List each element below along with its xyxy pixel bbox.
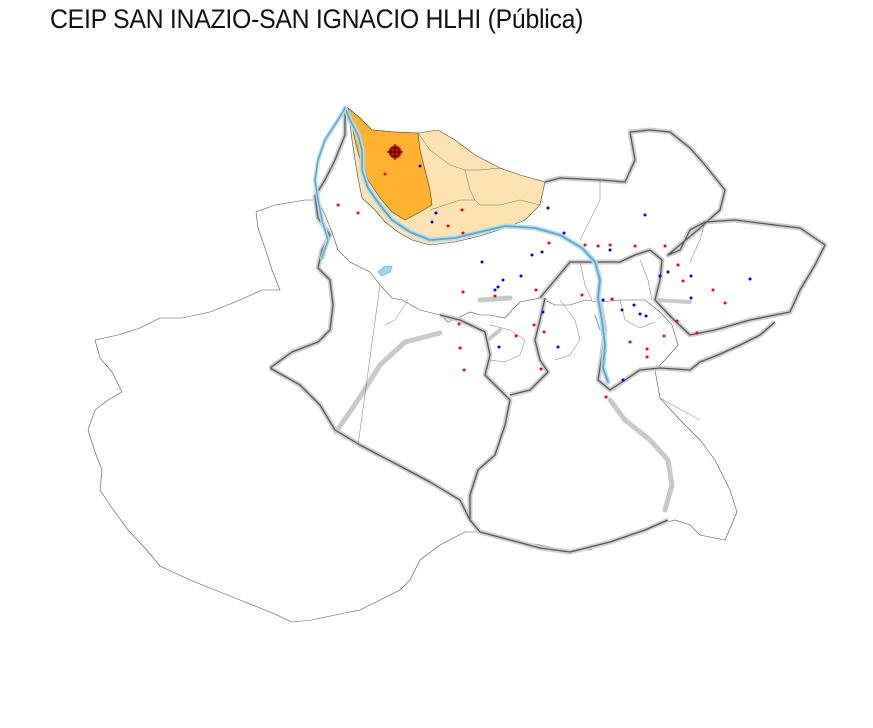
highlight-area-internal-lines xyxy=(417,132,541,211)
map-title: CEIP SAN INAZIO-SAN IGNACIO HLHI (Públic… xyxy=(50,4,584,34)
river xyxy=(313,105,611,385)
public-school-points xyxy=(336,172,727,399)
selected-school-marker xyxy=(387,144,403,160)
district-boundaries xyxy=(268,112,828,555)
reservoir xyxy=(377,265,393,277)
municipality-outline xyxy=(87,199,738,623)
major-roads xyxy=(333,295,692,513)
concerted-school-points xyxy=(418,164,752,382)
